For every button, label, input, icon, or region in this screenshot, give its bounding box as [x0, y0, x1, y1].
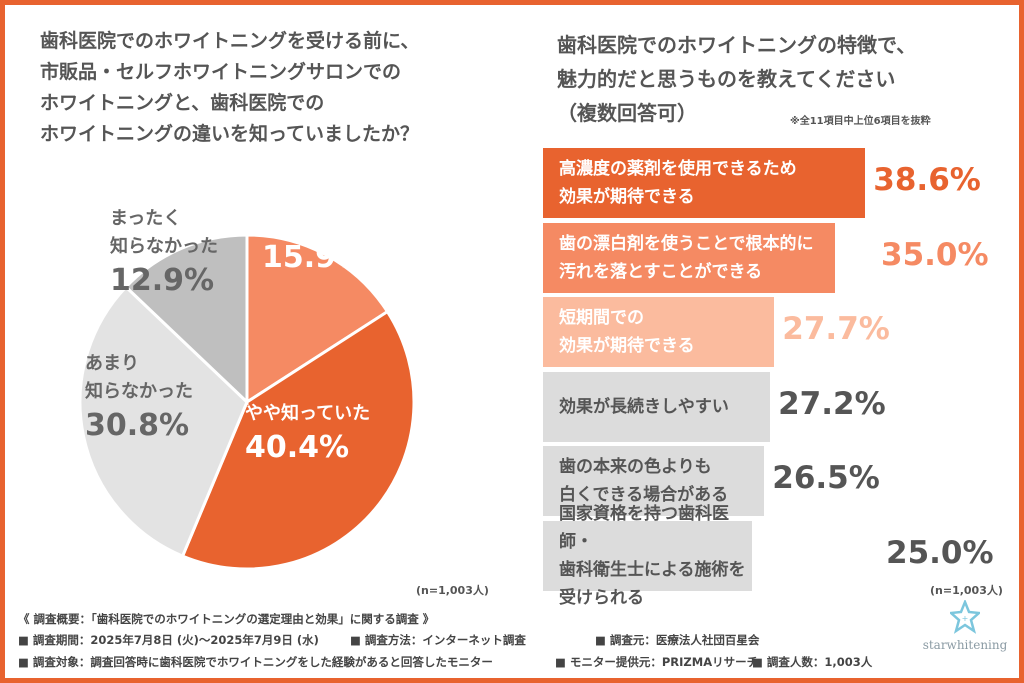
pie-category: やや知っていた — [245, 403, 371, 424]
bar: 国家資格を持つ歯科医師・ 歯科衛生士による施術を受けられる — [543, 504, 752, 608]
bar-value: 27.7% — [782, 311, 890, 347]
svg-text:+: + — [962, 614, 969, 623]
right-sample-size: (n=1,003人) — [930, 584, 1003, 597]
pie-label: やや知っていた 40.4% — [245, 400, 370, 468]
survey-target: ■ 調査対象：調査回答時に歯科医院でホワイトニングをした経験があると回答したモニ… — [18, 655, 493, 669]
pie-value: 40.4% — [245, 430, 350, 465]
pie-slice — [123, 233, 249, 406]
pie-slice — [245, 233, 390, 405]
monitor-provider: ■ モニター提供元：PRIZMAリサーチ — [555, 655, 759, 669]
bar-value: 27.2% — [778, 385, 886, 422]
bar-label: 短期間での 効果が期待できる — [559, 308, 695, 356]
bar: 歯の漂白剤を使うことで根本的に 汚れを落とすことができる — [543, 222, 836, 293]
right-question-title: 歯科医院でのホワイトニングの特徴で、 魅力的だと思うものを教えてください （複数… — [557, 33, 917, 125]
pie-category: よく知っていた — [262, 213, 388, 234]
bar-label: 歯の本来の色よりも 白くできる場合がある — [559, 457, 729, 505]
pie-label: あまり 知らなかった 30.8% — [85, 350, 193, 446]
pie-slice — [180, 309, 416, 571]
bar-label: 効果が長続きしやすい — [559, 396, 729, 417]
pie-label: まったく 知らなかった 12.9% — [110, 205, 218, 301]
bar-label: 国家資格を持つ歯科医師・ 歯科衛生士による施術を受けられる — [559, 503, 746, 608]
star-logo-icon: + — [948, 598, 982, 634]
bar: 歯の本来の色よりも 白くできる場合がある — [543, 446, 765, 516]
bar: 高濃度の薬剤を使用できるため 効果が期待できる — [543, 148, 866, 218]
survey-summary: 《 調査概要：「歯科医院でのホワイトニングの選定理由と効果」に関する調査 》 — [18, 612, 435, 626]
bar-label: 高濃度の薬剤を使用できるため 効果が期待できる — [559, 159, 797, 207]
pie-value: 12.9% — [110, 263, 215, 298]
bar-value: 26.5% — [772, 460, 880, 496]
bar: 短期間での 効果が期待できる — [543, 297, 775, 367]
bar-value: 25.0% — [886, 534, 994, 571]
starwhitening-logo: + starwhitening — [920, 598, 1010, 652]
pie-chart — [78, 233, 416, 571]
pie-slice — [78, 284, 249, 559]
survey-period: ■ 調査期間：2025年7月8日 (火)～2025年7月9日 (水) — [18, 633, 319, 647]
survey-method: ■ 調査方法：インターネット調査 — [350, 633, 526, 647]
bar-label: 歯の漂白剤を使うことで根本的に 汚れを落とすことができる — [559, 233, 814, 282]
pie-value: 15.9% — [262, 240, 367, 275]
pie-label: よく知っていた 15.9% — [262, 210, 387, 278]
left-sample-size: (n=1,003人) — [416, 584, 489, 597]
left-question-title: 歯科医院でのホワイトニングを受ける前に、 市販品・セルフホワイトニングサロンでの… — [40, 30, 420, 145]
pie-value: 30.8% — [85, 408, 190, 443]
survey-count: ■ 調査人数：1,003人 — [752, 655, 873, 669]
bar-value: 35.0% — [881, 236, 989, 273]
survey-source: ■ 調査元：医療法人社団百星会 — [595, 633, 760, 647]
right-note: ※全11項目中上位6項目を抜粋 — [790, 116, 931, 127]
pie-category: あまり 知らなかった — [85, 353, 193, 402]
bar: 効果が長続きしやすい — [543, 371, 771, 442]
bar-value: 38.6% — [873, 162, 981, 198]
pie-category: まったく 知らなかった — [110, 208, 218, 257]
